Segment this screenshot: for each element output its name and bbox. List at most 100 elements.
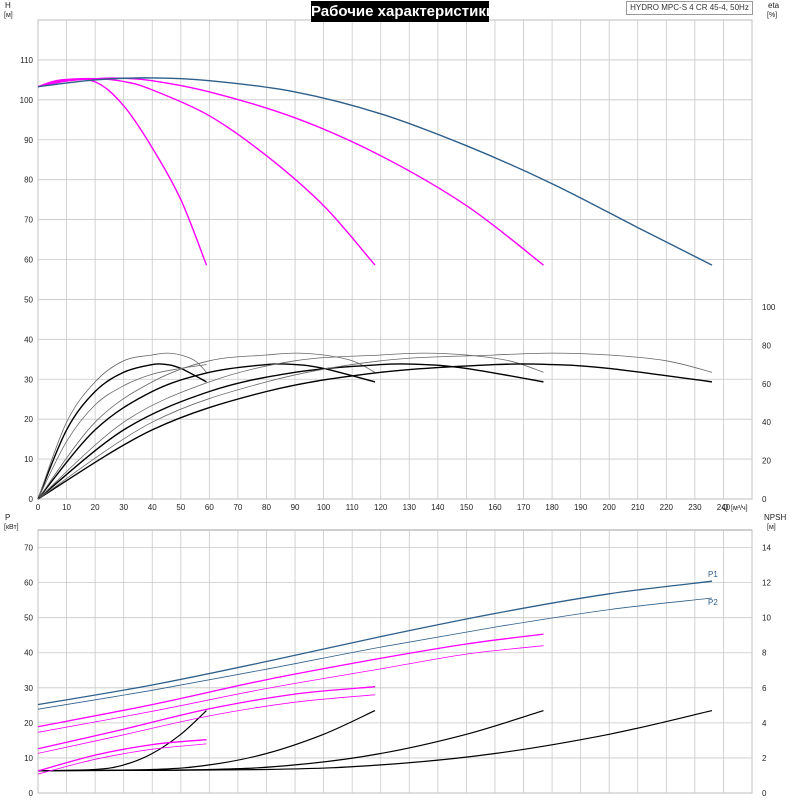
head-axis-tick-label: 60: [24, 256, 33, 265]
flow-axis-tick-label: 110: [346, 503, 359, 512]
flow-axis-tick-label: 240: [717, 503, 731, 512]
flow-axis-tick-label: 10: [62, 503, 71, 512]
eta-axis-tick-label: 60: [762, 380, 771, 389]
flow-axis-tick-label: 50: [176, 503, 185, 512]
npsh-axis-tick-label: 2: [762, 754, 767, 763]
head-axis-tick-label: 70: [24, 216, 33, 225]
npsh-curve-1-pump: [37, 710, 207, 772]
npsh-axis-tick-label: 10: [762, 614, 771, 623]
efficiency-curve-3-pump-thin: [37, 352, 544, 500]
eta-axis-tick-label: 100: [762, 303, 776, 312]
head-axis-tick-label: 30: [24, 375, 33, 384]
head-axis-tick-label: 20: [24, 415, 33, 424]
power-axis-tick-label: 0: [29, 789, 34, 798]
npsh-curve-4-pump: [37, 710, 713, 772]
power-npsh-panel: 0 10 20 30 40 50 60 70 0 2 4 6 8 10 12 14 P [кВт] NPSH [м] P…: [4, 513, 786, 798]
power-curve-p1-2-pump: [37, 686, 376, 750]
flow-axis-tick-label: 20: [91, 503, 100, 512]
head-curve-2-pump: [37, 77, 376, 266]
head-axis-tick-label: 50: [24, 295, 33, 304]
head-axis-tick-label: 10: [24, 455, 33, 464]
power-curve-p2-4-pump: [37, 597, 713, 710]
npsh-axis-tick-label: 8: [762, 649, 767, 658]
head-curve-4-pump: [37, 77, 713, 266]
head-axis-tick-label: 0: [29, 495, 34, 504]
head-axis-tick-label: 80: [24, 176, 33, 185]
efficiency-curve-3-pump-bold: [37, 363, 544, 500]
power-axis-tick-label: 60: [24, 579, 33, 588]
flow-axis-tick-label: 60: [205, 503, 214, 512]
flow-axis-tick-label: 40: [148, 503, 157, 512]
npsh-axis-tick-label: 14: [762, 544, 771, 553]
pump-model-label: HYDRO MPC-S 4 CR 45-4, 50Hz: [626, 1, 753, 15]
npsh-axis-unit: [м]: [767, 524, 776, 531]
power-axis-tick-label: 40: [24, 649, 33, 658]
power-axis-tick-label: 50: [24, 614, 33, 623]
flow-axis-tick-label: 160: [488, 503, 502, 512]
flow-axis-tick-label: 170: [517, 503, 531, 512]
efficiency-curve-1-pump-thin: [37, 352, 207, 500]
efficiency-curve-2-pump-thin: [37, 352, 376, 500]
head-axis-tick-label: 40: [24, 335, 33, 344]
series-label-p2: P2: [708, 598, 718, 607]
flow-axis-tick-label: 200: [603, 503, 617, 512]
eta-axis-tick-label: 20: [762, 457, 771, 466]
npsh-axis-tick-label: 6: [762, 684, 767, 693]
head-axis-unit: [м]: [4, 12, 13, 19]
flow-axis-tick-label: 30: [119, 503, 128, 512]
power-axis-tick-label: 70: [24, 544, 33, 553]
power-axis-tick-label: 30: [24, 684, 33, 693]
flow-axis-tick-label: 190: [574, 503, 588, 512]
flow-axis-tick-label: 150: [460, 503, 474, 512]
power-axis-unit: [кВт]: [4, 524, 19, 531]
head-axis-tick-label: 110: [20, 56, 33, 65]
efficiency-curve-1-pump-bold: [37, 363, 207, 500]
flow-axis-tick-label: 0: [36, 503, 41, 512]
eta-axis-label: eta: [768, 1, 780, 10]
flow-axis-tick-label: 80: [262, 503, 271, 512]
eta-axis-tick-label: 80: [762, 341, 771, 350]
flow-axis-tick-label: 180: [545, 503, 559, 512]
npsh-axis-label: NPSH: [764, 513, 786, 522]
plot-frame: [37, 529, 753, 794]
power-curve-p1-1-pump: [37, 739, 207, 772]
flow-axis-unit: [м³/ч]: [731, 505, 748, 512]
flow-axis-tick-label: 130: [403, 503, 417, 512]
efficiency-curve-2-pump-bold: [37, 363, 376, 500]
npsh-axis-tick-label: 12: [762, 579, 771, 588]
npsh-axis-tick-label: 0: [762, 789, 767, 798]
eta-axis-tick-label: 40: [762, 418, 771, 427]
flow-axis-label: Q: [722, 503, 728, 512]
efficiency-curve-4-pump-bold: [37, 363, 713, 500]
power-axis-tick-label: 10: [24, 754, 33, 763]
head-axis-tick-label: 90: [24, 136, 33, 145]
series-label-p1: P1: [708, 570, 718, 579]
head-curve-3-pump: [37, 77, 544, 266]
power-axis-label: P: [5, 513, 10, 522]
power-axis-tick-label: 20: [24, 719, 33, 728]
power-curve-p2-1-pump: [37, 743, 207, 775]
flow-axis-tick-label: 220: [660, 503, 674, 512]
efficiency-curve-4-pump-thin: [37, 352, 713, 500]
efficiency-curve-1-pump-thin: [37, 364, 207, 500]
head-curve-1-pump: [37, 78, 208, 266]
head-axis-tick-label: 100: [20, 96, 34, 105]
chart-title: Рабочие характеристики: [311, 1, 496, 22]
eta-axis-tick-label: 0: [762, 495, 767, 504]
power-curve-p2-3-pump: [37, 645, 544, 733]
flow-axis-tick-label: 90: [291, 503, 300, 512]
eta-axis-unit: [%]: [767, 12, 777, 19]
npsh-axis-tick-label: 4: [762, 719, 767, 728]
flow-axis-tick-label: 100: [317, 503, 331, 512]
head-efficiency-panel: 0102030405060708090100110020406080100H[м…: [4, 1, 780, 512]
flow-axis-tick-label: 70: [233, 503, 242, 512]
power-curve-p1-4-pump: [37, 580, 713, 706]
flow-axis-tick-label: 140: [431, 503, 445, 512]
flow-axis-tick-label: 120: [374, 503, 388, 512]
power-curve-p1-3-pump: [37, 633, 544, 728]
head-axis-label: H: [5, 1, 11, 10]
flow-axis-tick-label: 210: [631, 503, 645, 512]
flow-axis-tick-label: 230: [688, 503, 702, 512]
